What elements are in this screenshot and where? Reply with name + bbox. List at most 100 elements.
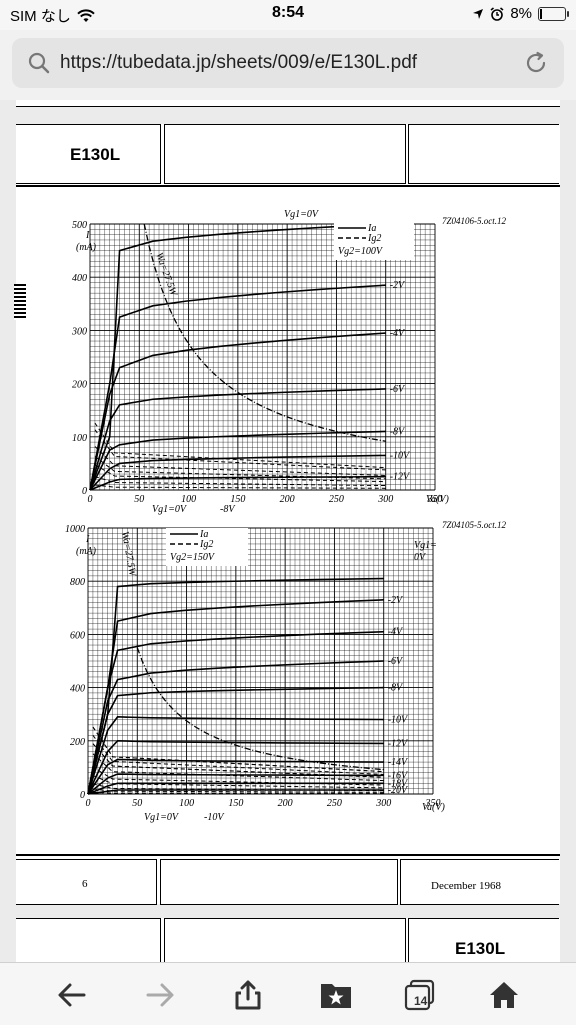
status-bar: SIM なし 8:54 8% [0, 0, 576, 30]
y-tick-label: 600 [70, 630, 85, 641]
forward-button[interactable] [140, 977, 180, 1013]
browser-toolbar: 14 [0, 962, 576, 1025]
bookmarks-button[interactable] [316, 977, 356, 1013]
series-line [89, 430, 386, 491]
series-line [87, 773, 384, 795]
x-tick-label: 350 [427, 494, 443, 505]
x-tick-label: 200 [278, 798, 293, 809]
reload-icon[interactable] [524, 51, 548, 75]
previous-page-edge [16, 100, 560, 107]
y-tick-label: 400 [72, 273, 87, 284]
y-tick-label: 300 [71, 326, 87, 337]
tabs-icon [404, 979, 435, 1011]
series-ig2-line [94, 464, 386, 483]
pdf-page-next: E130L [16, 918, 560, 962]
x-tick-label: 100 [181, 494, 196, 505]
series-line [89, 475, 386, 491]
curve-label: -4V [388, 627, 404, 638]
tab-count: 14 [414, 994, 428, 1008]
curve-label: -4V [390, 328, 406, 339]
x-axis-label: Va(V) [422, 802, 445, 813]
page-number: 6 [82, 878, 88, 890]
address-bar[interactable]: https://tubedata.jp/sheets/009/e/E130L.p… [12, 38, 564, 88]
legend-ig2: Ig2 [367, 233, 381, 244]
series-line [87, 686, 384, 795]
legend-ia: Ia [199, 529, 208, 540]
home-icon [490, 982, 518, 1008]
url-text[interactable]: https://tubedata.jp/sheets/009/e/E130L.p… [60, 52, 418, 73]
share-button[interactable] [228, 977, 268, 1013]
x-tick-label: 200 [280, 494, 295, 505]
series-line [87, 599, 384, 795]
series-ig2-line [94, 456, 386, 480]
share-icon [235, 980, 261, 1010]
top-curve-label: Vg1= [414, 540, 437, 551]
y-tick-label: 100 [72, 433, 87, 444]
curve-label: -20V [388, 785, 409, 796]
series-ig2-line [92, 775, 384, 789]
search-icon [28, 52, 50, 74]
series-line [87, 782, 384, 795]
series-ig2-line [92, 766, 384, 786]
series-ig2-line [92, 726, 384, 773]
header-cell-middle [164, 124, 406, 184]
back-arrow-icon [58, 983, 86, 1007]
legend-ig2: Ig2 [199, 539, 213, 550]
y-axis-unit: (mA) [76, 546, 97, 557]
legend-ia: Ia [367, 223, 376, 234]
curve-label: -18V [388, 778, 409, 789]
curve-label: -6V [390, 384, 406, 395]
y-axis-unit: (mA) [76, 242, 97, 253]
x-tick-label: 300 [377, 494, 393, 505]
footer-cell-page: 6 [16, 859, 157, 905]
footer-cell-date: December 1968 [400, 859, 559, 905]
series-ig2-line [92, 743, 384, 778]
series-line [87, 739, 384, 795]
series-line [87, 660, 384, 795]
carrier-label: SIM なし [10, 8, 71, 25]
tabs-button[interactable]: 14 [400, 977, 440, 1013]
series-ig2-line [92, 753, 384, 782]
legend: Ia Ig2 Vg2=100V [334, 222, 414, 260]
legend-vg2: Vg2=100V [338, 246, 384, 257]
series-ig2-line [94, 446, 386, 476]
home-button[interactable] [484, 977, 524, 1013]
tube-type-label: E130L [70, 145, 121, 164]
bottom-label-1: Vg1=0V [152, 504, 188, 515]
curve-label: -2V [390, 280, 406, 291]
series-line [87, 758, 384, 795]
curve-label: -12V [388, 738, 409, 749]
scroll-indicator[interactable] [14, 284, 26, 320]
alarm-icon [490, 6, 504, 21]
header-rule [16, 185, 560, 187]
footer-cell-middle [160, 859, 398, 905]
x-tick-label: 250 [327, 798, 342, 809]
x-tick-label: 50 [132, 798, 142, 809]
y-tick-label: 400 [70, 684, 85, 695]
header-cell-left [16, 918, 161, 962]
chart-code: 7Z04105-5.oct.12 [442, 520, 506, 530]
x-tick-label: 350 [425, 798, 441, 809]
y-tick-label: 200 [72, 380, 87, 391]
series-line [89, 454, 386, 491]
series-line [87, 789, 384, 795]
pdf-viewer[interactable]: E130L 500 400 300 200 100 0 0 50 100 150 200 250 300… [0, 100, 576, 962]
x-tick-label: 100 [179, 798, 194, 809]
header-cell-right [408, 124, 559, 184]
header-cell-right: E130L [408, 918, 559, 962]
series-line [87, 716, 384, 795]
back-button[interactable] [52, 977, 92, 1013]
bottom-label-2: -10V [204, 812, 225, 823]
x-tick-label: 0 [88, 494, 93, 505]
curve-label: -14V [388, 757, 409, 768]
curve-label: -16V [388, 770, 409, 781]
curve-label: -6V [388, 656, 404, 667]
curve-label: -10V [390, 450, 411, 461]
pdf-page: E130L 500 400 300 200 100 0 0 50 100 150 200 250 300… [14, 124, 560, 905]
footer-date: December 1968 [431, 880, 501, 892]
chart-2: 1000 800 600 400 200 00 50 100 150 200 250 300 350 -… [65, 520, 506, 823]
series-line [89, 332, 386, 491]
series-line [89, 284, 386, 491]
x-tick-label: 150 [230, 494, 245, 505]
bottom-label-1: Vg1=0V [144, 812, 180, 823]
